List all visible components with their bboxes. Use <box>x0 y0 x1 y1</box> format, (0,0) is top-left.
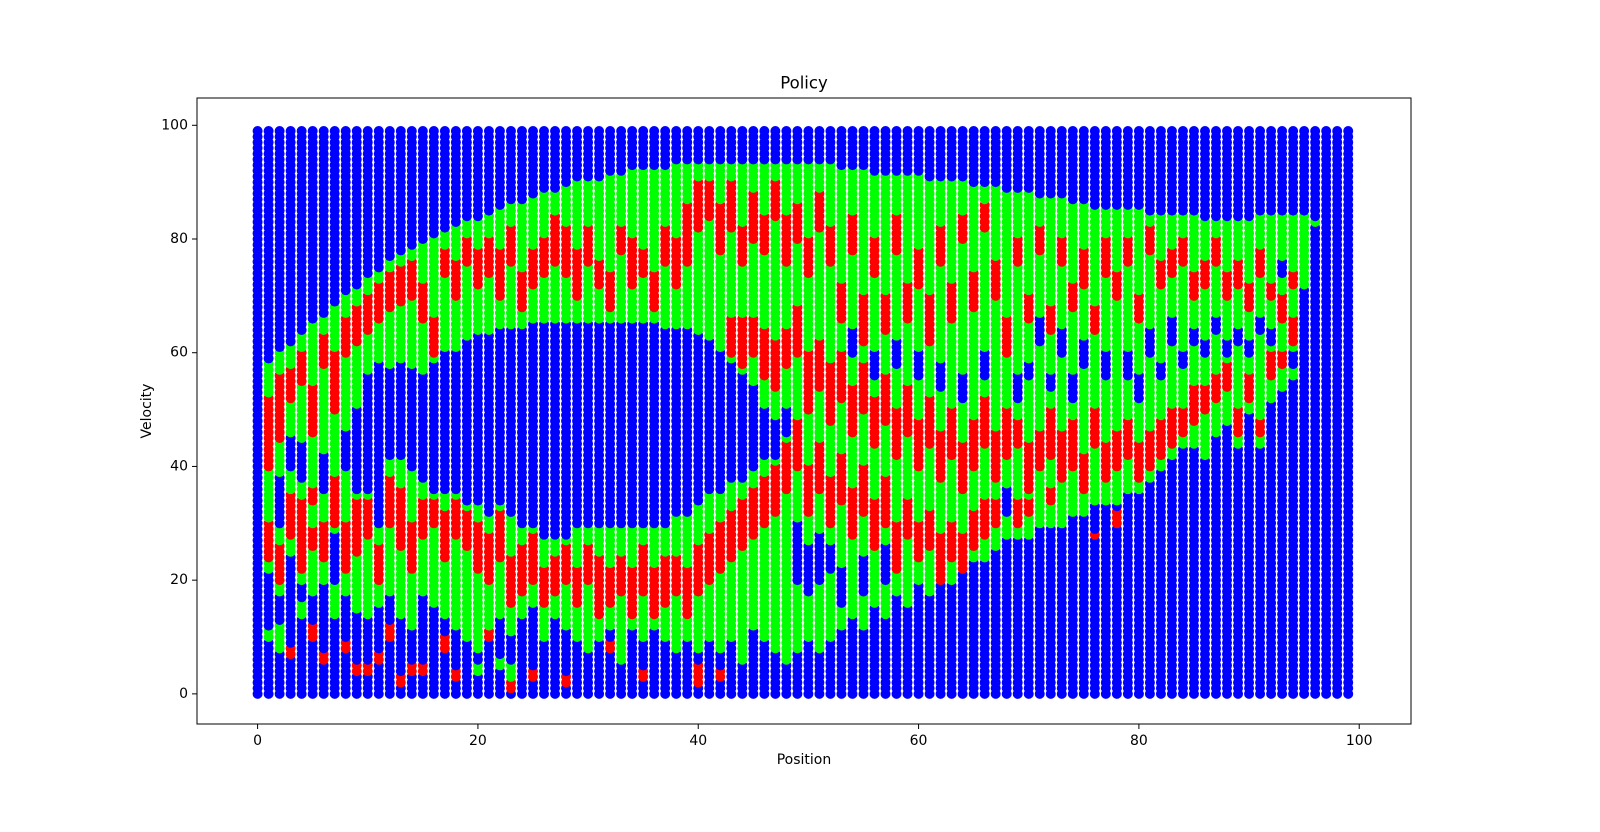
point <box>715 125 726 136</box>
point <box>494 125 505 136</box>
point <box>649 125 660 136</box>
point <box>450 125 461 136</box>
point <box>274 125 285 136</box>
point <box>638 125 649 136</box>
point <box>252 125 263 136</box>
point <box>605 125 616 136</box>
point <box>373 125 384 136</box>
points <box>252 125 1354 699</box>
point <box>472 125 483 136</box>
point <box>682 125 693 136</box>
point <box>340 125 351 136</box>
point <box>351 125 362 136</box>
point <box>406 125 417 136</box>
point <box>572 125 583 136</box>
point <box>285 125 296 136</box>
point <box>759 125 770 136</box>
point <box>561 125 572 136</box>
point <box>263 125 274 136</box>
point <box>307 125 318 136</box>
point <box>704 125 715 136</box>
point <box>461 125 472 136</box>
point <box>439 125 450 136</box>
point <box>417 125 428 136</box>
point <box>671 125 682 136</box>
point <box>660 125 671 136</box>
point <box>505 125 516 136</box>
point <box>516 125 527 136</box>
point <box>627 125 638 136</box>
point <box>693 125 704 136</box>
point <box>770 125 781 136</box>
point <box>395 125 406 136</box>
point <box>329 125 340 136</box>
point <box>483 125 494 136</box>
point <box>550 125 561 136</box>
point <box>527 125 538 136</box>
point <box>362 125 373 136</box>
point <box>318 125 329 136</box>
point <box>539 125 550 136</box>
point <box>726 125 737 136</box>
point <box>583 125 594 136</box>
point <box>748 125 759 136</box>
point <box>737 125 748 136</box>
point <box>616 125 627 136</box>
point <box>594 125 605 136</box>
point <box>781 125 792 136</box>
point <box>384 125 395 136</box>
point <box>296 125 307 136</box>
point <box>428 125 439 136</box>
